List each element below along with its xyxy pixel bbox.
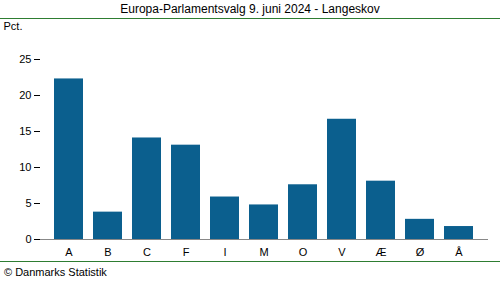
svg-text:5: 5 xyxy=(25,197,31,209)
svg-text:M: M xyxy=(259,246,268,258)
svg-text:Æ: Æ xyxy=(376,246,387,258)
svg-text:O: O xyxy=(299,246,308,258)
svg-text:F: F xyxy=(183,246,190,258)
svg-text:C: C xyxy=(143,246,151,258)
svg-text:A: A xyxy=(65,246,73,258)
svg-text:I: I xyxy=(223,246,226,258)
svg-text:15: 15 xyxy=(19,125,31,137)
svg-text:10: 10 xyxy=(19,161,31,173)
svg-text:Pct.: Pct. xyxy=(4,20,23,32)
svg-text:25: 25 xyxy=(19,53,31,65)
svg-text:B: B xyxy=(104,246,111,258)
svg-text:Å: Å xyxy=(455,246,463,258)
svg-text:Ø: Ø xyxy=(416,246,425,258)
svg-text:20: 20 xyxy=(19,89,31,101)
html-text:© Danmarks Statistik: © Danmarks Statistik xyxy=(4,266,107,278)
svg-text:V: V xyxy=(338,246,346,258)
svg-text:0: 0 xyxy=(25,233,31,245)
html-text:Europa-Parlamentsvalg 9. juni: Europa-Parlamentsvalg 9. juni 2024 - Lan… xyxy=(120,2,380,16)
